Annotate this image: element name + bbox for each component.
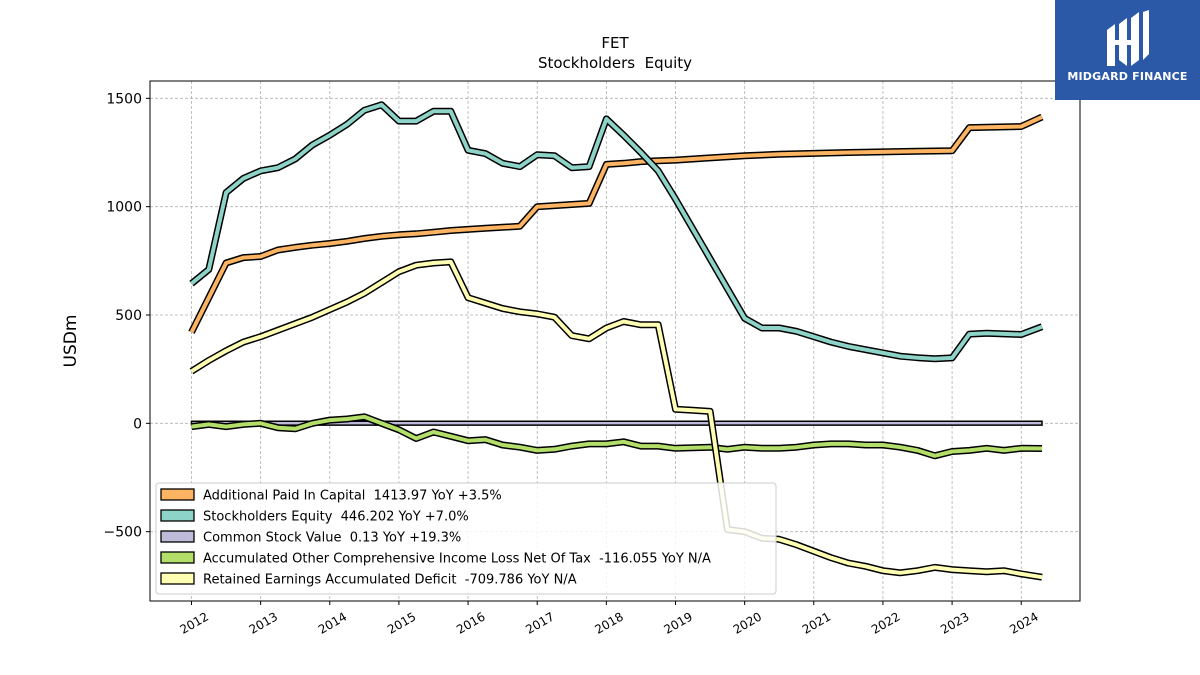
- logo-text: MIDGARD FINANCE: [1067, 70, 1188, 83]
- legend-swatch: [160, 551, 195, 564]
- x-tick-label: 2017: [523, 609, 556, 636]
- legend-swatch: [160, 572, 195, 585]
- legend-swatch: [160, 530, 195, 543]
- x-tick-label: 2015: [385, 609, 418, 636]
- series-line: [190, 259, 1043, 580]
- y-axis-label: USDm: [61, 315, 81, 368]
- x-tick-label: 2020: [731, 609, 764, 636]
- legend-label: Common Stock Value 0.13 YoY +19.3%: [203, 531, 461, 546]
- plot-frame: [149, 80, 1081, 602]
- logo-mark-icon: [1107, 10, 1149, 66]
- x-tick-label: 2016: [454, 609, 487, 636]
- x-tick-label: 2021: [800, 609, 833, 636]
- y-tick-label: 0: [133, 416, 142, 432]
- x-tick-label: 2018: [592, 609, 625, 636]
- x-tick-label: 2013: [247, 609, 280, 636]
- y-tick-label: 1500: [106, 91, 142, 107]
- legend-box: [155, 482, 777, 595]
- x-tick-label: 2012: [178, 609, 211, 636]
- x-tick-label: 2022: [869, 609, 902, 636]
- series-line: [189, 115, 1043, 334]
- legend-label: Accumulated Other Comprehensive Income L…: [203, 552, 711, 567]
- legend-swatch: [160, 488, 195, 501]
- y-tick-label: 500: [115, 308, 142, 324]
- legend-label: Retained Earnings Accumulated Deficit -7…: [203, 573, 577, 588]
- legend-label: Stockholders Equity 446.202 YoY +7.0%: [203, 510, 469, 525]
- chart-subtitle: Stockholders Equity: [538, 54, 692, 72]
- y-tick-label: −500: [104, 525, 142, 541]
- brand-logo: MIDGARD FINANCE: [1055, 0, 1200, 100]
- x-tick-label: 2019: [662, 609, 695, 636]
- series-layer: [188, 101, 1044, 581]
- series-line: [190, 102, 1043, 361]
- y-tick-label: 1000: [106, 200, 142, 216]
- legend-label: Additional Paid In Capital 1413.97 YoY +…: [203, 489, 502, 504]
- series-line: [191, 414, 1043, 458]
- x-tick-label: 2024: [1007, 609, 1040, 636]
- x-tick-label: 2023: [938, 609, 971, 636]
- legend: Additional Paid In Capital 1413.97 YoY +…: [155, 482, 777, 595]
- x-tick-label: 2014: [316, 609, 349, 636]
- chart-title: FET: [601, 34, 629, 52]
- legend-swatch: [160, 509, 195, 522]
